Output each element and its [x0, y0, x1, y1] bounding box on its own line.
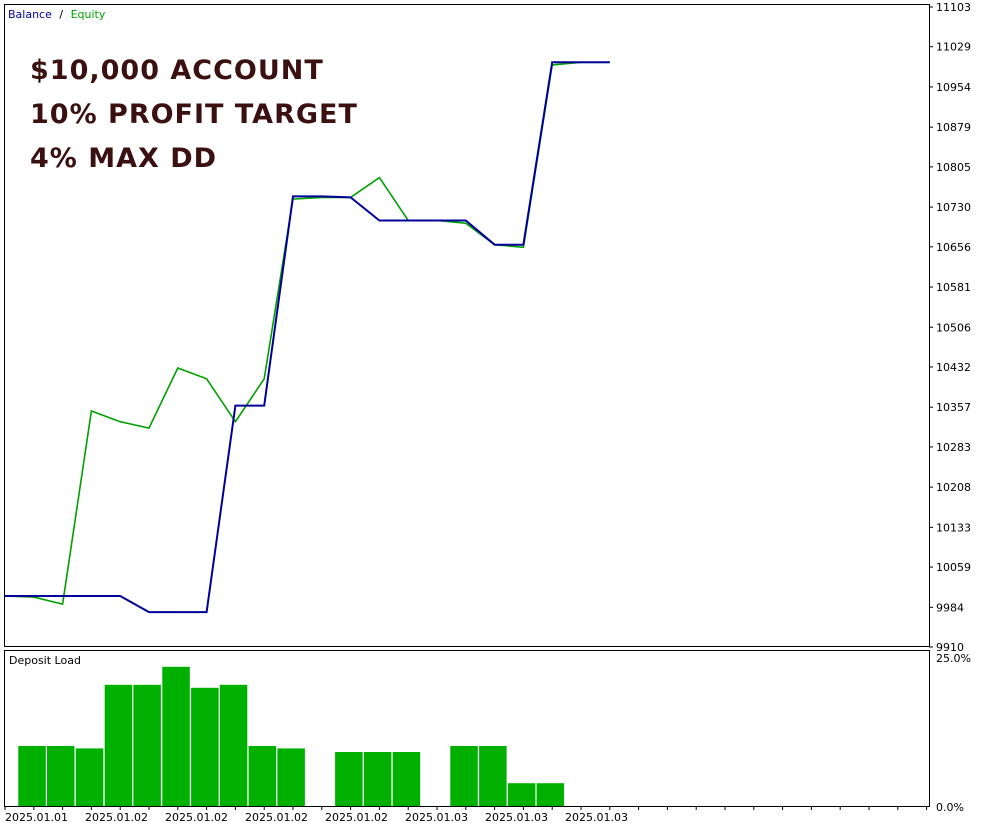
y-axis: 11103 11029 10954 10879 10805 10730 10656 10581…: [929, 1, 971, 654]
x-tick-label: 2025.01.03: [565, 811, 628, 824]
deposit-load-min-label: 0.0%: [936, 801, 964, 814]
deposit-load-bar: [363, 752, 392, 806]
deposit-load-bar: [18, 746, 46, 806]
overlay-max-dd: 4% MAX DD: [30, 143, 217, 174]
deposit-load-bar: [162, 666, 190, 806]
y-tick-label: 10283: [936, 441, 971, 454]
y-tick-label: 11103: [936, 1, 971, 14]
deposit-load-bar: [450, 746, 478, 806]
y-tick-label: 10805: [936, 161, 971, 174]
deposit-load-bar: [536, 783, 565, 806]
deposit-load-bar: [479, 746, 507, 806]
deposit-load-bar: [335, 752, 363, 806]
y-tick-label: 10879: [936, 121, 971, 134]
y-tick-label: 10432: [936, 361, 971, 374]
x-tick-label: 2025.01.03: [485, 811, 548, 824]
y-tick-label: 10133: [936, 521, 971, 534]
y-tick-label: 10656: [936, 241, 971, 254]
y-tick-label: 10059: [936, 561, 971, 574]
x-tick-label: 2025.01.02: [165, 811, 228, 824]
x-tick-label: 2025.01.02: [85, 811, 148, 824]
y-tick-label: 9984: [936, 601, 964, 614]
deposit-load-bar: [507, 783, 536, 806]
legend: Balance / Equity: [8, 8, 106, 21]
x-tick-label: 2025.01.03: [405, 811, 468, 824]
x-tick-label: 2025.01.02: [325, 811, 388, 824]
deposit-load-bar: [75, 748, 104, 806]
y-tick-label: 10581: [936, 281, 971, 294]
main-chart-frame: [4, 4, 930, 647]
equity-line: [4, 61, 610, 606]
deposit-load-bar: [191, 687, 219, 806]
deposit-load-max-label: 25.0%: [936, 652, 971, 665]
x-tick-label: 2025.01.02: [245, 811, 308, 824]
y-tick-label: 10954: [936, 81, 971, 94]
deposit-bars: [18, 666, 565, 806]
deposit-load-bar: [392, 752, 421, 806]
y-tick-label: 10506: [936, 321, 971, 334]
y-tick-label: 11029: [936, 41, 971, 54]
y-tick-label: 10208: [936, 481, 971, 494]
legend-equity: Equity: [71, 8, 106, 21]
deposit-load-bar: [277, 748, 305, 806]
y-tick-label: 10357: [936, 401, 971, 414]
x-tick-label: 2025.01.01: [5, 811, 68, 824]
overlay-account: $10,000 ACCOUNT: [30, 55, 324, 86]
legend-separator: /: [59, 8, 63, 21]
deposit-load-bar: [248, 746, 277, 806]
overlay-profit-target: 10% PROFIT TARGET: [30, 99, 358, 130]
plot-lines: [4, 61, 610, 614]
legend-balance: Balance: [8, 8, 52, 21]
balance-line: [5, 61, 610, 614]
deposit-load-bar: [219, 684, 248, 806]
deposit-load-bar: [133, 684, 161, 806]
deposit-load-title: Deposit Load: [9, 654, 81, 667]
y-tick-label: 10730: [936, 201, 971, 214]
y-tick-label: 9910: [936, 641, 964, 654]
deposit-load-bar: [47, 746, 75, 806]
x-axis: 2025.01.01 2025.01.02 2025.01.02 2025.01.02…: [4, 806, 928, 824]
deposit-load-bar: [104, 684, 133, 806]
